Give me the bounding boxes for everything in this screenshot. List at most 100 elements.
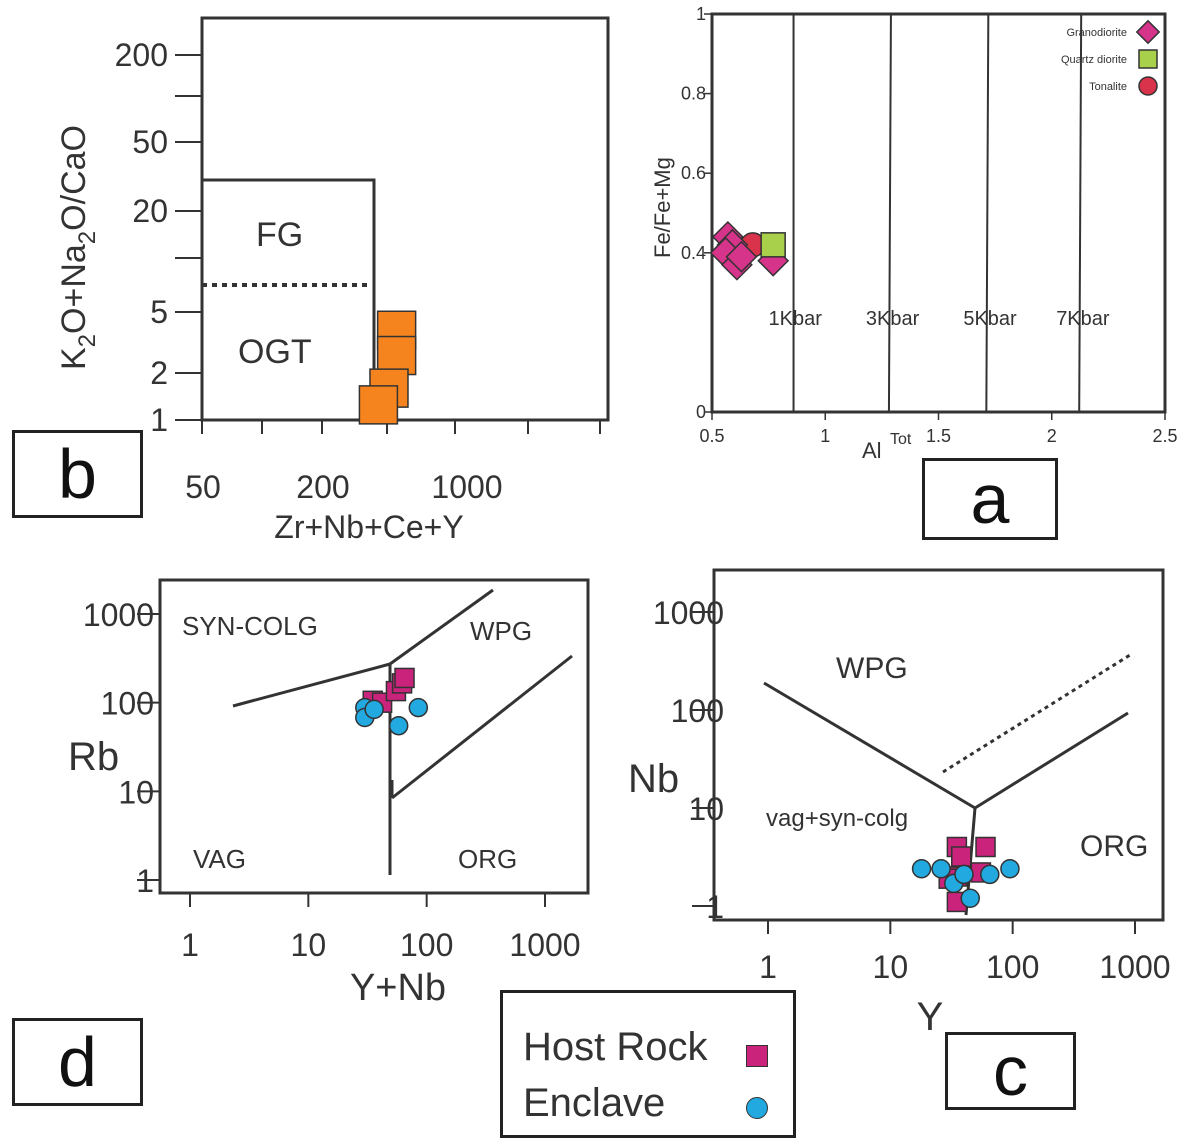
- y-tick-label: 1000: [653, 595, 724, 631]
- legend-box: Host Rock Enclave: [500, 990, 796, 1138]
- data-point-enclave: [364, 699, 384, 720]
- data-point-host-rock: [975, 836, 996, 858]
- legend-entry-marker: [1138, 49, 1158, 69]
- x-tick-label: 200: [296, 469, 349, 505]
- y-axis-label: Rb: [68, 735, 119, 779]
- pressure-label: 5Kbar: [963, 308, 1017, 330]
- discrimination-line: [391, 654, 573, 800]
- x-axis-label-superscript: Tot: [890, 431, 912, 448]
- legend-host-rock-label: Host Rock: [523, 1025, 708, 1069]
- y-axis-label: Fe/Fe+Mg: [650, 157, 675, 258]
- data-point-enclave: [980, 864, 1000, 885]
- pressure-label: 7Kbar: [1056, 308, 1110, 330]
- y-tick-label: 0.4: [681, 243, 706, 263]
- legend-entry-marker: [1135, 19, 1161, 45]
- pressure-label: 1Kbar: [769, 308, 823, 330]
- y-axis-label-part: O/CaO: [55, 125, 93, 231]
- legend-entry-label: Tonalite: [1089, 81, 1127, 93]
- field-label: WPG: [470, 616, 532, 646]
- y-axis-label: Nb: [628, 757, 679, 801]
- y-axis-label: K2O+Na2O/CaO: [55, 125, 101, 370]
- panel-c-chart: WPG vag+syn-colg ORG 1 10 100 1000 1 10 100 1000 Y N…: [628, 568, 1171, 1039]
- y-tick-label: 10: [118, 774, 154, 810]
- legend-entry-marker: [1138, 76, 1158, 96]
- x-axis-label: Al: [862, 438, 882, 463]
- field-label: WPG: [836, 652, 908, 685]
- panel-a-chart: 1Kbar 3Kbar 5Kbar 7Kbar 0.5 1 1.5 2 2.5 0 0.4 0.6 0.…: [650, 4, 1178, 463]
- data-point-enclave: [931, 858, 951, 879]
- y-axis-label-part: 2: [74, 231, 101, 244]
- x-axis-label: Y: [917, 995, 944, 1039]
- x-tick-label: 1000: [431, 469, 502, 505]
- y-tick-label: 20: [132, 193, 168, 229]
- field-label-ogt: OGT: [238, 333, 312, 371]
- y-tick-label: 5: [150, 294, 168, 330]
- data-point-enclave: [960, 888, 980, 908]
- pressure-label: 3Kbar: [866, 308, 920, 330]
- x-tick-label: 2: [1047, 426, 1057, 446]
- field-label-fg: FG: [256, 216, 303, 254]
- y-axis-label-part: O+Na: [55, 244, 93, 334]
- plot-frame: [712, 568, 1165, 922]
- field-boundary: [202, 178, 376, 420]
- y-tick-label: 200: [115, 37, 168, 73]
- x-tick-label: 1000: [1099, 949, 1170, 985]
- pressure-line: [887, 13, 892, 413]
- data-point: [358, 385, 399, 425]
- y-tick-label: 1000: [83, 597, 154, 633]
- data-point: [376, 335, 417, 376]
- y-tick-label: 100: [101, 686, 154, 722]
- y-axis-label-part: 2: [74, 334, 101, 347]
- y-tick-label: 1: [696, 4, 706, 24]
- discrimination-line: [763, 681, 976, 810]
- legend-host-rock-marker: [746, 1045, 768, 1067]
- legend-entry-label: Quartz diorite: [1061, 54, 1127, 66]
- data-point-enclave: [954, 864, 974, 885]
- field-label: vag+syn-colg: [766, 805, 908, 832]
- discrimination-line: [389, 588, 494, 666]
- x-tick-label: 1: [181, 927, 199, 963]
- panel-label-d: d: [12, 1018, 143, 1106]
- panel-label-b: b: [12, 430, 143, 518]
- discrimination-line: [974, 711, 1129, 810]
- field-label: ORG: [1080, 830, 1148, 863]
- panel-label-a: a: [922, 458, 1058, 540]
- y-tick-label: 1: [706, 889, 724, 925]
- y-tick-label: 2: [150, 355, 168, 391]
- y-tick-label: 50: [132, 124, 168, 160]
- x-tick-label: 10: [291, 927, 327, 963]
- dashed-boundary: [942, 653, 1131, 774]
- panel-d-chart: SYN-COLG WPG VAG ORG 1 10 100 1000 1 10 100 1000 Y+N…: [68, 578, 590, 1009]
- data-point-host-rock: [394, 667, 415, 689]
- x-tick-label: 1.5: [926, 426, 951, 446]
- legend-enclave-label: Enclave: [523, 1081, 666, 1125]
- data-point-enclave: [1000, 858, 1020, 879]
- data-point-enclave: [388, 715, 409, 736]
- plot-frame: [200, 16, 610, 422]
- data-point: [725, 240, 758, 273]
- field-label: VAG: [193, 844, 246, 874]
- x-tick-label: 2.5: [1152, 426, 1177, 446]
- data-point-enclave: [911, 858, 932, 879]
- y-tick-label: 1: [136, 863, 154, 899]
- y-axis-label-part: K: [55, 347, 93, 370]
- legend-entry-label: Granodiorite: [1066, 27, 1127, 39]
- x-tick-label: 1: [759, 949, 777, 985]
- plot-frame: [710, 12, 1167, 414]
- y-tick-label: 0.6: [681, 163, 706, 183]
- x-tick-label: 1: [820, 426, 830, 446]
- y-tick-label: 100: [671, 693, 724, 729]
- field-label: ORG: [458, 844, 517, 874]
- legend-enclave-marker: [746, 1097, 768, 1119]
- data-point-host-rock: [951, 846, 972, 867]
- x-tick-label: 100: [986, 949, 1039, 985]
- x-tick-label: 1000: [509, 927, 580, 963]
- pressure-line: [985, 13, 990, 413]
- data-point-enclave: [408, 697, 429, 718]
- x-tick-label: 50: [185, 469, 221, 505]
- y-tick-label: 0: [696, 402, 706, 422]
- plot-frame: [158, 578, 590, 895]
- x-tick-label: 10: [873, 949, 909, 985]
- pressure-line: [1078, 13, 1083, 413]
